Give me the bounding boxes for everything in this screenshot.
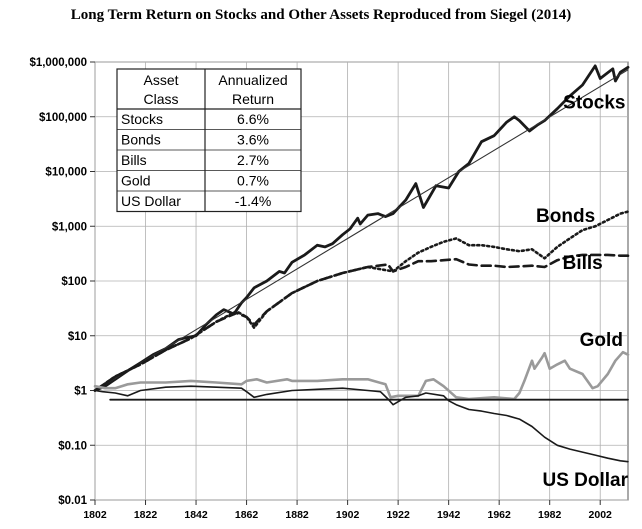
table-cell-asset: Bonds (121, 132, 161, 148)
table-header-1-line-0: Annualized (218, 72, 287, 88)
table-cell-return: 2.7% (237, 152, 269, 168)
x-tick-label-3: 1862 (235, 509, 259, 521)
y-tick-label-4: $100 (61, 276, 87, 288)
y-tick-label-2: $10,000 (45, 167, 87, 179)
y-tick-label-1: $100,000 (39, 112, 87, 124)
series-label-bonds: Bonds (536, 206, 595, 227)
x-tick-label-6: 1922 (386, 509, 410, 521)
table-cell-asset: Stocks (121, 111, 163, 127)
table-cell-asset: US Dollar (121, 193, 181, 209)
series-line-bonds (93, 210, 630, 392)
x-tick-label-9: 1982 (538, 509, 562, 521)
series-label-gold: Gold (580, 330, 623, 351)
series-labels: Stocks Bonds Bills Gold US Dollar (536, 93, 629, 491)
series-label-us-dollar: US Dollar (542, 470, 628, 491)
y-axis: $1,000,000 $100,000 $10,000 $1,000 $100 $10 $1… (29, 57, 95, 507)
series-label-stocks: Stocks (563, 93, 625, 114)
x-axis: 1802 1822 1842 1862 1882 1902 1922 1942 1962 1982… (83, 500, 612, 521)
table-header-1-line-1: Return (232, 91, 274, 107)
y-tick-label-7: $0.10 (58, 440, 87, 452)
table-cell-return: 6.6% (237, 111, 269, 127)
table-cell-asset: Bills (121, 152, 147, 168)
table-cell-return: -1.4% (235, 193, 272, 209)
y-tick-label-8: $0.01 (58, 495, 87, 507)
y-tick-label-6: $1 (74, 386, 87, 398)
series-label-bills: Bills (563, 253, 603, 274)
table-cell-asset: Gold (121, 173, 151, 189)
y-tick-label-3: $1,000 (52, 221, 87, 233)
chart-title: Long Term Return on Stocks and Other Ass… (71, 7, 571, 23)
x-tick-label-5: 1902 (336, 509, 360, 521)
x-tick-label-0: 1802 (83, 509, 107, 521)
x-tick-label-4: 1882 (285, 509, 309, 521)
series-line-bills (93, 253, 630, 392)
x-tick-label-7: 1942 (437, 509, 461, 521)
series-lines (93, 64, 630, 463)
x-tick-label-8: 1962 (487, 509, 511, 521)
table-cell-return: 3.6% (237, 132, 269, 148)
series-line-us-dollar (94, 385, 629, 463)
y-tick-label-0: $1,000,000 (29, 57, 87, 69)
returns-table: Asset Class Annualized Return Stocks 6.6% Bond… (116, 68, 302, 213)
table-header-0-line-0: Asset (143, 72, 178, 88)
series-line-trend (94, 69, 629, 392)
table-cell-return: 0.7% (237, 173, 269, 189)
table-header-0-line-1: Class (143, 91, 178, 107)
series-line-gold (93, 350, 630, 401)
x-tick-label-2: 1842 (184, 509, 208, 521)
x-tick-label-1: 1822 (134, 509, 158, 521)
y-tick-label-5: $10 (68, 331, 87, 343)
table-border (116, 68, 302, 213)
x-tick-label-10: 2002 (589, 509, 613, 521)
